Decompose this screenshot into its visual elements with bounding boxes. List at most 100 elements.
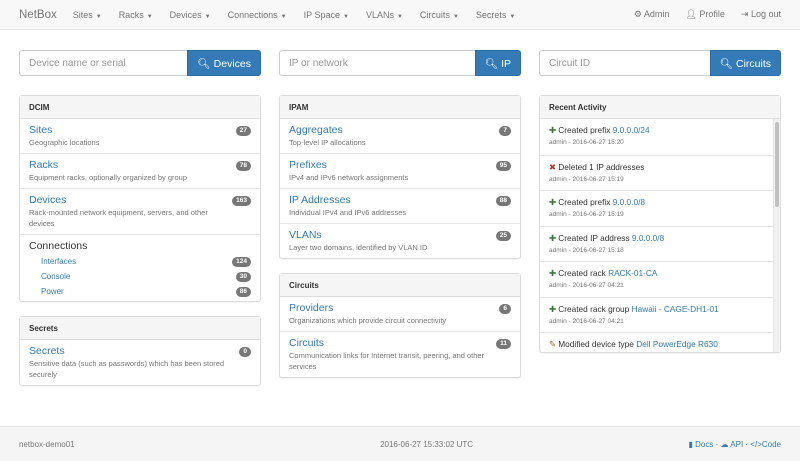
- count-badge: 30: [235, 272, 251, 282]
- item-link[interactable]: VLANs: [289, 229, 322, 241]
- code-link[interactable]: Code: [761, 439, 781, 449]
- dcim-panel: DCIM Sites Geographic locations 27 Racks Equ…: [19, 95, 261, 302]
- item-link[interactable]: Aggregates: [289, 124, 343, 136]
- device-search-placeholder: Device name or serial: [29, 57, 126, 69]
- item-link[interactable]: Racks: [29, 159, 59, 171]
- caret-down-icon: ▼: [95, 13, 102, 20]
- ip-search-input[interactable]: IP or network: [279, 50, 475, 76]
- activity-item: ✖ Deleted 1 IP addresses admin - 2016-06…: [540, 154, 780, 191]
- device-search-input[interactable]: Device name or serial: [19, 50, 188, 76]
- api-link[interactable]: API: [730, 439, 744, 449]
- count-badge: 11: [496, 339, 511, 349]
- scrollbar[interactable]: [773, 119, 780, 352]
- activity-list: ✚ Created prefix 9.0.0.0/24 admin - 2016-…: [540, 119, 780, 352]
- item-description: Equipment racks, optionally organized by…: [29, 173, 188, 182]
- count-badge: 25: [495, 231, 511, 241]
- item-description: Organizations which provide circuit conn…: [289, 316, 447, 325]
- connection-link-interfaces[interactable]: Interfaces 124: [29, 253, 251, 268]
- profile-link[interactable]: 👤︎ Profile: [685, 9, 724, 20]
- caret-down-icon: ▼: [396, 13, 403, 20]
- activity-item: ✚ Created prefix 9.0.0.0/8 admin - 2016-0…: [540, 190, 780, 226]
- list-item-racks: Racks Equipment racks, optionally organiz…: [20, 153, 260, 188]
- item-description: Communication links for Internet transit…: [289, 351, 485, 371]
- connections-label: Connections: [29, 240, 88, 252]
- item-description: Rack-mounted network equipment, servers,…: [29, 208, 208, 228]
- nav-menu-label: Connections: [227, 9, 278, 20]
- nav-menu-racks[interactable]: Racks ▼: [119, 10, 153, 20]
- item-link[interactable]: Sites: [29, 124, 53, 136]
- activity-link[interactable]: 9.0.0.0/8: [631, 232, 665, 243]
- server-time: 2016-06-27 15:33:02 UTC: [380, 439, 474, 449]
- secrets-panel: Secrets Secrets Sensitive data (such as p…: [19, 316, 261, 386]
- activity-text: Deleted 1 IP addresses: [558, 161, 645, 172]
- caret-down-icon: ▼: [452, 13, 459, 20]
- activity-text: Created IP address: [558, 232, 630, 243]
- connection-label: Interfaces: [41, 257, 77, 266]
- item-link[interactable]: Circuits: [289, 337, 325, 349]
- nav-menu-devices[interactable]: Devices ▼: [170, 10, 211, 20]
- nav-menu-connections[interactable]: Connections ▼: [228, 10, 287, 20]
- nav-menu-sites[interactable]: Sites ▼: [73, 10, 102, 20]
- admin-link[interactable]: ⚙ Admin: [634, 9, 670, 20]
- activity-link[interactable]: 9.0.0.0/24: [612, 125, 650, 135]
- activity-link[interactable]: RACK-01-CA: [608, 268, 658, 278]
- nav-menu-label: Secrets: [475, 9, 507, 20]
- count-badge: 0: [239, 347, 251, 357]
- user-icon: 👤︎: [685, 9, 697, 19]
- connection-link-power[interactable]: Power 86: [29, 283, 251, 298]
- nav-menu-circuits[interactable]: Circuits ▼: [420, 10, 459, 20]
- nav-menu-secrets[interactable]: Secrets ▼: [476, 10, 515, 20]
- list-item-prefixes: Prefixes IPv4 and IPv6 network assignment…: [280, 153, 520, 188]
- plus-icon: ✚: [549, 303, 559, 314]
- activity-text: Created rack: [558, 268, 606, 278]
- item-link[interactable]: Secrets: [29, 345, 65, 357]
- circuits-panel: Circuits Providers Organizations which pr…: [279, 273, 521, 378]
- logout-link[interactable]: ⇥ Log out: [741, 9, 781, 20]
- search-icon: 🔍︎: [484, 57, 502, 70]
- activity-meta: admin - 2016-06-27 15:18: [549, 246, 624, 254]
- nav-menu-vlans[interactable]: VLANs ▼: [366, 10, 403, 20]
- panel-heading: IPAM: [280, 96, 520, 119]
- circuit-search-form: Circuit ID 🔍︎ Circuits: [539, 50, 781, 76]
- connection-label: Power: [41, 287, 64, 296]
- panel-heading: Secrets: [20, 317, 260, 340]
- plus-icon: ✚: [549, 232, 559, 243]
- item-link[interactable]: Devices: [29, 194, 67, 206]
- nav-menu-label: IP Space: [303, 9, 340, 20]
- activity-item: ✚ Created rack group Hawaii - CAGE-DH1-0…: [540, 296, 780, 333]
- device-search-form: Device name or serial 🔍︎ Devices: [19, 50, 261, 76]
- caret-down-icon: ▼: [509, 13, 516, 20]
- activity-link[interactable]: Dell PowerEdge R630: [636, 339, 718, 349]
- list-item-providers: Providers Organizations which provide cir…: [280, 297, 520, 331]
- search-icon: 🔍︎: [197, 57, 214, 70]
- count-badge: 86: [235, 287, 251, 297]
- item-link[interactable]: Providers: [289, 302, 334, 314]
- ip-search-button[interactable]: 🔍︎ IP: [474, 50, 521, 76]
- connection-link-console[interactable]: Console 30: [29, 268, 251, 283]
- brand-logo[interactable]: NetBox: [19, 8, 57, 21]
- count-badge: 124: [232, 257, 251, 267]
- logout-label: Log out: [750, 9, 781, 19]
- nav-menu-ip-space[interactable]: IP Space ▼: [304, 10, 349, 20]
- ip-search-form: IP or network 🔍︎ IP: [279, 50, 521, 76]
- cloud-icon: ☁: [720, 439, 729, 449]
- docs-link[interactable]: Docs: [695, 439, 714, 449]
- item-link[interactable]: IP Addresses: [289, 194, 351, 206]
- hostname: netbox-demo01: [19, 439, 75, 449]
- count-badge: 7: [499, 126, 511, 136]
- footer: netbox-demo01 2016-06-27 15:33:02 UTC ▮ …: [0, 426, 800, 461]
- circuit-search-button[interactable]: 🔍︎ Circuits: [709, 50, 781, 76]
- plus-icon: ✚: [549, 268, 559, 278]
- device-search-button[interactable]: 🔍︎ Devices: [187, 50, 261, 76]
- activity-link[interactable]: Hawaii - CAGE-DH1-01: [631, 303, 719, 314]
- gear-icon: ⚙: [633, 9, 642, 19]
- caret-down-icon: ▼: [204, 13, 211, 20]
- circuit-search-input[interactable]: Circuit ID: [539, 50, 710, 76]
- panel-heading: DCIM: [20, 96, 260, 119]
- count-badge: 88: [495, 196, 511, 206]
- activity-link[interactable]: 9.0.0.0/8: [612, 197, 645, 207]
- scrollbar-thumb[interactable]: [775, 122, 779, 207]
- item-description: Layer two domains, identified by VLAN ID: [289, 243, 428, 252]
- item-link[interactable]: Prefixes: [289, 159, 327, 171]
- activity-item: ✚ Created prefix 9.0.0.0/24 admin - 2016-…: [540, 119, 780, 155]
